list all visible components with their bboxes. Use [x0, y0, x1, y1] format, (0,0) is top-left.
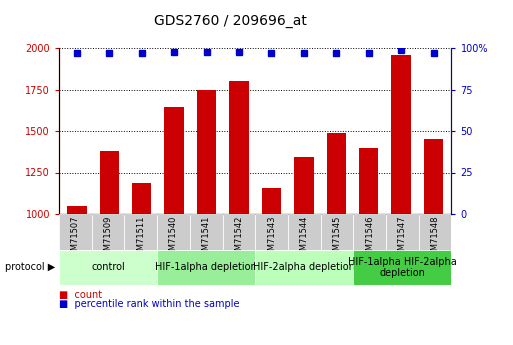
Bar: [164, 107, 184, 214]
Text: GSM71507: GSM71507: [71, 216, 80, 261]
Text: GSM71541: GSM71541: [202, 216, 211, 261]
Bar: [132, 183, 151, 214]
Bar: [197, 90, 216, 214]
Text: control: control: [91, 263, 125, 272]
Text: ■  percentile rank within the sample: ■ percentile rank within the sample: [59, 299, 240, 308]
Text: GSM71547: GSM71547: [398, 216, 407, 261]
Text: GSM71542: GSM71542: [234, 216, 243, 261]
Bar: [294, 157, 313, 214]
Text: ■  count: ■ count: [59, 290, 102, 300]
Text: HIF-2alpha depletion: HIF-2alpha depletion: [253, 263, 355, 272]
Bar: [262, 188, 281, 214]
Bar: [229, 81, 249, 214]
Bar: [424, 139, 443, 214]
Bar: [100, 151, 119, 214]
Text: GSM71546: GSM71546: [365, 216, 374, 261]
Text: GSM71511: GSM71511: [136, 216, 145, 261]
Bar: [67, 206, 87, 214]
Text: GSM71509: GSM71509: [104, 216, 112, 261]
Text: HIF-1alpha depletion: HIF-1alpha depletion: [155, 263, 257, 272]
Text: GSM71548: GSM71548: [430, 216, 440, 261]
Text: GSM71545: GSM71545: [332, 216, 342, 261]
Bar: [327, 133, 346, 214]
Text: GDS2760 / 209696_at: GDS2760 / 209696_at: [154, 14, 307, 28]
Text: protocol ▶: protocol ▶: [5, 263, 55, 272]
Text: HIF-1alpha HIF-2alpha
depletion: HIF-1alpha HIF-2alpha depletion: [348, 257, 457, 278]
Text: GSM71543: GSM71543: [267, 216, 276, 261]
Text: GSM71540: GSM71540: [169, 216, 178, 261]
Text: GSM71544: GSM71544: [300, 216, 309, 261]
Bar: [359, 148, 379, 214]
Bar: [391, 55, 411, 214]
